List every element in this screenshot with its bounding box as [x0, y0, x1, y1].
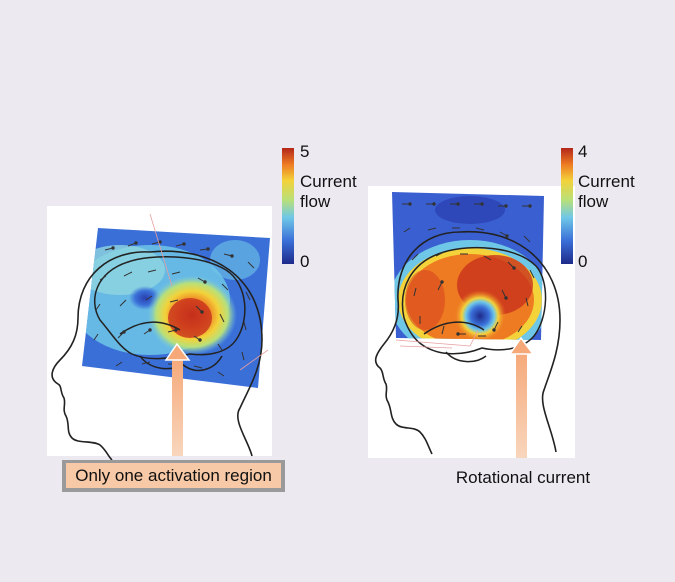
- left-head-outline: [51, 250, 263, 461]
- left-colorbar: [282, 148, 294, 264]
- right-head-outline: [374, 230, 561, 455]
- left-reference-lines: [149, 213, 269, 371]
- right-vector-field: [402, 202, 535, 337]
- right-colorbar: [561, 148, 573, 264]
- right-colorbar-title-line1: Current: [578, 172, 635, 191]
- left-brain-outline: [93, 256, 246, 372]
- left-caption-callout: Only one activation region: [62, 460, 285, 492]
- right-pointer-arrow: [508, 336, 535, 458]
- left-vector-field: [93, 240, 255, 377]
- left-caption-text: Only one activation region: [66, 463, 281, 488]
- left-current-map: [82, 228, 270, 388]
- left-colorbar-title-line2: flow: [300, 192, 331, 211]
- right-caption-text: Rotational current: [455, 468, 591, 487]
- right-reference-lines: [395, 329, 479, 349]
- right-current-map: [392, 192, 544, 340]
- left-colorbar-title-line1: Current: [300, 172, 357, 191]
- right-colorbar-max-label: 4: [578, 142, 588, 161]
- left-pointer-arrow: [164, 342, 191, 456]
- left-colorbar-max-label: 5: [300, 142, 310, 161]
- right-colorbar-min-label: 0: [578, 252, 588, 271]
- right-colorbar-title-line2: flow: [578, 192, 609, 211]
- left-colorbar-min-label: 0: [300, 252, 310, 271]
